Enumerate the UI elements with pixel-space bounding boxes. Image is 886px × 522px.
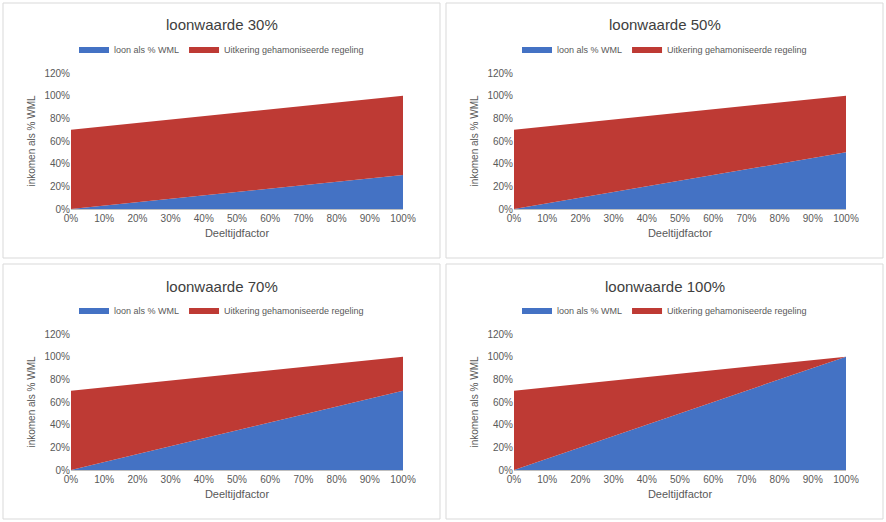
svg-text:70%: 70% (736, 474, 756, 485)
svg-text:60%: 60% (50, 397, 70, 408)
svg-text:40%: 40% (50, 419, 70, 430)
svg-text:120%: 120% (487, 68, 513, 79)
svg-text:Deeltijdfactor: Deeltijdfactor (648, 227, 713, 239)
svg-text:60%: 60% (493, 397, 513, 408)
svg-text:loon als % WML: loon als % WML (557, 45, 622, 55)
svg-text:80%: 80% (327, 474, 347, 485)
svg-text:40%: 40% (493, 158, 513, 169)
svg-text:80%: 80% (493, 374, 513, 385)
svg-text:90%: 90% (360, 474, 380, 485)
svg-text:0%: 0% (499, 204, 514, 215)
svg-text:60%: 60% (493, 136, 513, 147)
svg-text:loonwaarde 100%: loonwaarde 100% (605, 278, 725, 295)
svg-text:90%: 90% (803, 474, 823, 485)
svg-text:loon als % WML: loon als % WML (114, 306, 179, 316)
svg-text:Deeltijdfactor: Deeltijdfactor (205, 488, 270, 500)
svg-text:60%: 60% (703, 213, 723, 224)
svg-text:100%: 100% (833, 474, 859, 485)
svg-text:loonwaarde 50%: loonwaarde 50% (609, 16, 721, 33)
svg-text:0%: 0% (499, 465, 514, 476)
svg-text:30%: 30% (161, 213, 181, 224)
svg-text:0%: 0% (64, 474, 79, 485)
svg-text:20%: 20% (50, 181, 70, 192)
svg-text:0%: 0% (56, 204, 71, 215)
svg-text:80%: 80% (50, 113, 70, 124)
svg-text:Uitkering gehamoniseerde regel: Uitkering gehamoniseerde regeling (224, 45, 364, 55)
svg-text:20%: 20% (127, 474, 147, 485)
svg-text:20%: 20% (127, 213, 147, 224)
svg-text:Deeltijdfactor: Deeltijdfactor (205, 227, 270, 239)
svg-text:100%: 100% (487, 351, 513, 362)
svg-text:50%: 50% (227, 474, 247, 485)
svg-text:70%: 70% (293, 474, 313, 485)
svg-text:90%: 90% (360, 213, 380, 224)
svg-text:0%: 0% (56, 465, 71, 476)
svg-text:120%: 120% (487, 329, 513, 340)
svg-text:100%: 100% (390, 213, 416, 224)
svg-text:inkomen als % WML: inkomen als % WML (26, 95, 37, 187)
svg-text:60%: 60% (260, 213, 280, 224)
svg-text:inkomen als % WML: inkomen als % WML (469, 356, 480, 448)
svg-text:20%: 20% (493, 181, 513, 192)
svg-text:100%: 100% (487, 90, 513, 101)
svg-text:0%: 0% (507, 213, 522, 224)
svg-text:80%: 80% (770, 474, 790, 485)
svg-text:20%: 20% (570, 213, 590, 224)
svg-text:90%: 90% (803, 213, 823, 224)
svg-text:loonwaarde 30%: loonwaarde 30% (166, 16, 278, 33)
svg-text:60%: 60% (260, 474, 280, 485)
svg-text:30%: 30% (604, 474, 624, 485)
svg-text:50%: 50% (670, 474, 690, 485)
svg-text:Deeltijdfactor: Deeltijdfactor (648, 488, 713, 500)
svg-text:Uitkering gehamoniseerde regel: Uitkering gehamoniseerde regeling (224, 306, 364, 316)
svg-text:40%: 40% (637, 474, 657, 485)
svg-text:40%: 40% (194, 474, 214, 485)
svg-text:0%: 0% (507, 474, 522, 485)
svg-text:10%: 10% (537, 213, 557, 224)
svg-text:80%: 80% (493, 113, 513, 124)
svg-text:120%: 120% (44, 329, 70, 340)
svg-text:20%: 20% (50, 442, 70, 453)
svg-text:120%: 120% (44, 68, 70, 79)
svg-text:20%: 20% (570, 474, 590, 485)
svg-text:10%: 10% (94, 474, 114, 485)
svg-text:loon als % WML: loon als % WML (557, 306, 622, 316)
svg-text:40%: 40% (50, 158, 70, 169)
svg-text:20%: 20% (493, 442, 513, 453)
svg-text:inkomen als % WML: inkomen als % WML (469, 95, 480, 187)
svg-text:60%: 60% (703, 474, 723, 485)
svg-text:0%: 0% (64, 213, 79, 224)
svg-text:100%: 100% (44, 90, 70, 101)
svg-text:40%: 40% (493, 419, 513, 430)
svg-text:70%: 70% (736, 213, 756, 224)
svg-text:100%: 100% (44, 351, 70, 362)
svg-text:50%: 50% (670, 213, 690, 224)
svg-text:10%: 10% (537, 474, 557, 485)
svg-text:70%: 70% (293, 213, 313, 224)
svg-text:30%: 30% (161, 474, 181, 485)
svg-text:40%: 40% (194, 213, 214, 224)
svg-text:inkomen als % WML: inkomen als % WML (26, 356, 37, 448)
svg-text:loonwaarde 70%: loonwaarde 70% (166, 278, 278, 295)
svg-text:loon als % WML: loon als % WML (114, 45, 179, 55)
svg-text:80%: 80% (327, 213, 347, 224)
svg-text:10%: 10% (94, 213, 114, 224)
svg-text:100%: 100% (833, 213, 859, 224)
svg-text:80%: 80% (770, 213, 790, 224)
svg-text:80%: 80% (50, 374, 70, 385)
svg-text:30%: 30% (604, 213, 624, 224)
svg-text:100%: 100% (390, 474, 416, 485)
svg-text:40%: 40% (637, 213, 657, 224)
svg-text:Uitkering gehamoniseerde regel: Uitkering gehamoniseerde regeling (667, 306, 807, 316)
svg-text:50%: 50% (227, 213, 247, 224)
svg-text:60%: 60% (50, 136, 70, 147)
svg-text:Uitkering gehamoniseerde regel: Uitkering gehamoniseerde regeling (667, 45, 807, 55)
